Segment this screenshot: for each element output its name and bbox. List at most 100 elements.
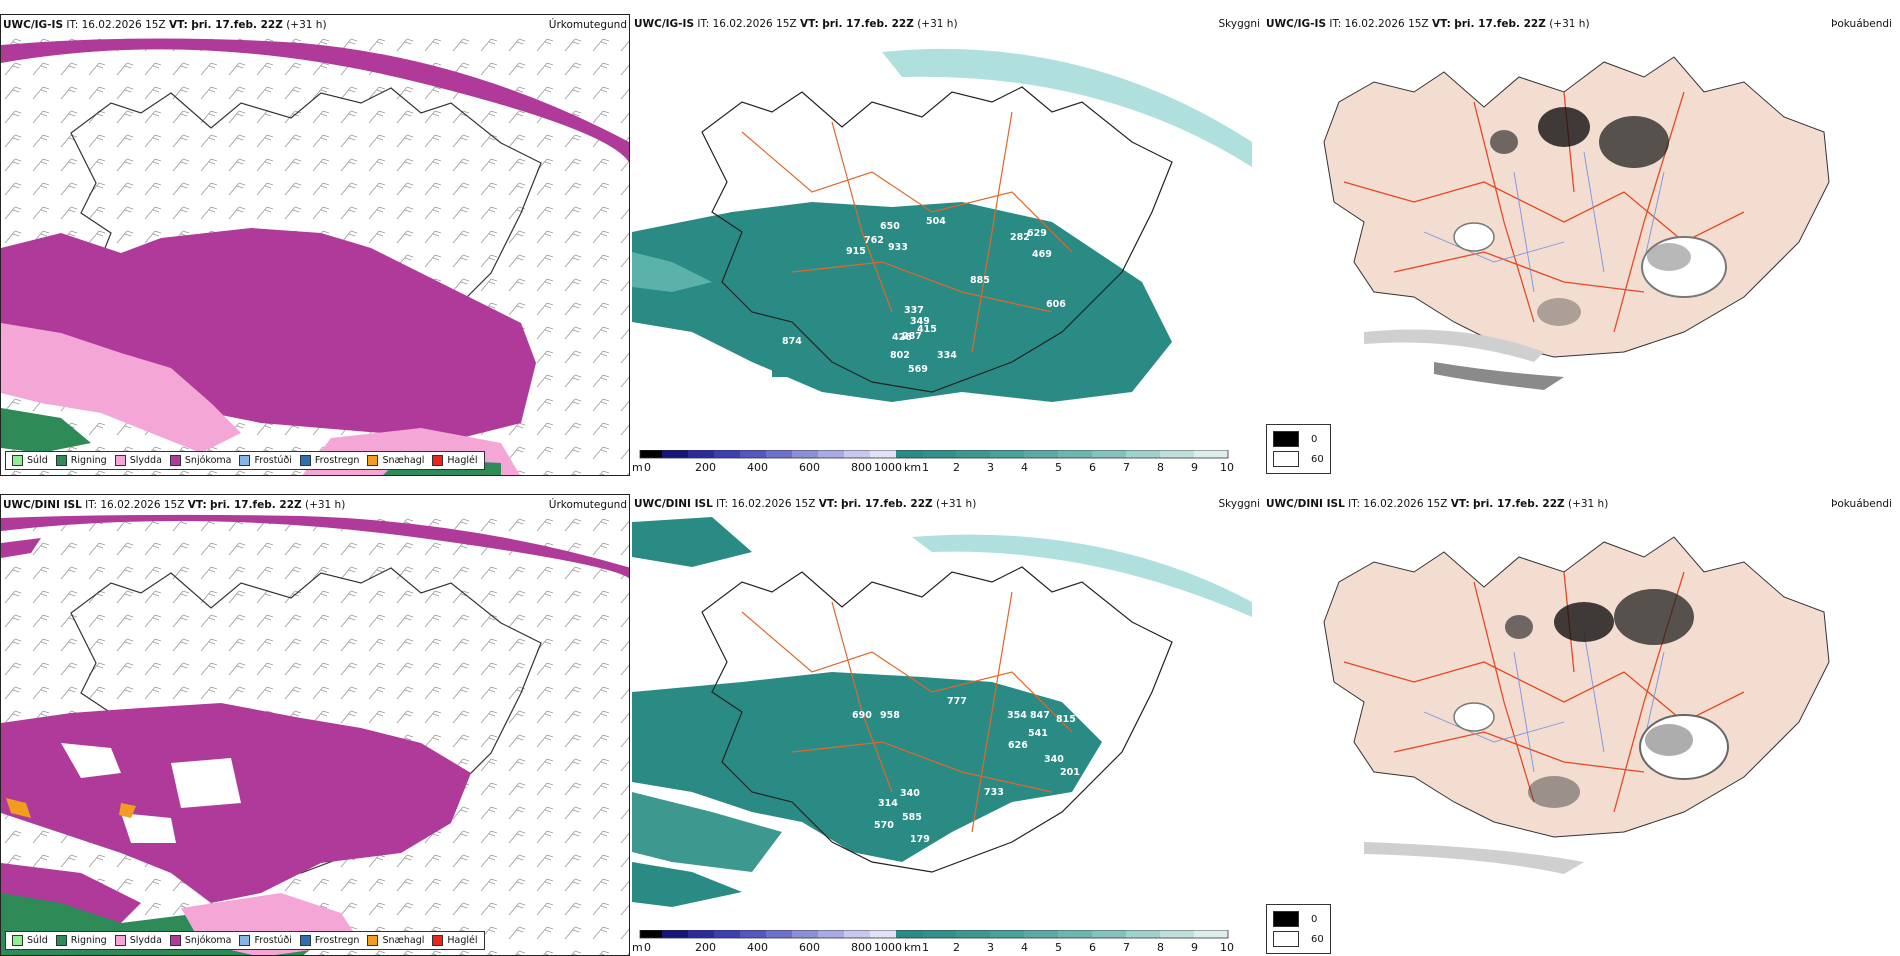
legend-swatch bbox=[432, 455, 444, 466]
cloud-label: 541 bbox=[1028, 728, 1048, 739]
cloud-label: 429 bbox=[1092, 604, 1112, 615]
cloud-label: 815 bbox=[1056, 714, 1076, 725]
colorbar-tick: 5 bbox=[1055, 461, 1062, 474]
cloud-label: 179 bbox=[910, 834, 930, 845]
cloud-label: 340 bbox=[900, 788, 920, 799]
panel-title: UWC/DINI ISL IT: 16.02.2026 15Z VT: þri.… bbox=[634, 498, 977, 510]
fog-legend: 0 60 bbox=[1266, 904, 1331, 954]
panel-parameter-label: Þokuábendi bbox=[1831, 498, 1892, 510]
legend-item: Slydda bbox=[114, 455, 162, 466]
cloud-label: 349 bbox=[910, 316, 930, 327]
colorbar-tick: 8 bbox=[1157, 461, 1164, 474]
legend-swatch bbox=[432, 935, 444, 946]
legend-item: Snæhagl bbox=[367, 455, 424, 466]
panel-parameter-label: Úrkomutegund bbox=[548, 499, 627, 511]
cloud-label: 650 bbox=[880, 221, 900, 232]
colorbar-tick: 2 bbox=[953, 941, 960, 954]
colorbar-tick: 1000 bbox=[874, 941, 902, 954]
legend-item: Rigning bbox=[55, 455, 107, 466]
cloud-label: 777 bbox=[947, 696, 967, 707]
fog-map bbox=[1323, 56, 1830, 390]
legend-swatch bbox=[299, 455, 311, 466]
legend-swatch bbox=[55, 455, 67, 466]
fog-map bbox=[1323, 536, 1830, 874]
legend-item: Snjókoma bbox=[169, 455, 231, 466]
legend-swatch bbox=[114, 935, 126, 946]
legend-swatch bbox=[367, 455, 379, 466]
colorbar-tick: 9 bbox=[1191, 461, 1198, 474]
cloud-label: 606 bbox=[1046, 299, 1066, 310]
panel-title: UWC/IG-IS IT: 16.02.2026 15Z VT: þri. 17… bbox=[1266, 18, 1590, 30]
legend-swatch bbox=[12, 935, 23, 946]
cloud-label: 337 bbox=[904, 305, 924, 316]
cloud-label: 874 bbox=[782, 336, 802, 347]
colorbar-unit: km bbox=[904, 941, 921, 954]
precip-type-map bbox=[1, 33, 629, 475]
cloud-colorbar: m 0 200 400 600 800 1000 km 1 2 3 4 5 6 … bbox=[632, 930, 1234, 954]
cloud-panel-1: UWC/IG-IS IT: 16.02.2026 15Z VT: þri. 17… bbox=[632, 14, 1262, 476]
legend-swatch bbox=[169, 455, 181, 466]
cloud-label: 569 bbox=[908, 364, 928, 375]
colorbar-tick: 4 bbox=[1021, 461, 1028, 474]
colorbar-tick: 1000 bbox=[874, 461, 902, 474]
cloud-label: 469 bbox=[1032, 249, 1052, 260]
cloud-label: 690 bbox=[852, 710, 872, 721]
cloud-label: 287 bbox=[902, 331, 922, 342]
cloud-label: 201 bbox=[1060, 767, 1080, 778]
panel-parameter-label: Þokuábendi bbox=[1831, 18, 1892, 30]
panel-parameter-label: Skyggni bbox=[1218, 18, 1261, 30]
colorbar-tick: 7 bbox=[1123, 461, 1130, 474]
iceland-outline bbox=[701, 566, 1173, 873]
cloud-label: 933 bbox=[888, 242, 908, 253]
panel-title: UWC/DINI ISL IT: 16.02.2026 15Z VT: þri.… bbox=[3, 499, 346, 511]
colorbar-tick: 400 bbox=[747, 941, 768, 954]
colorbar-tick: 3 bbox=[987, 461, 994, 474]
panel-parameter-label: Úrkomutegund bbox=[548, 19, 627, 31]
cloud-label: 762 bbox=[864, 235, 884, 246]
legend-item: Frostregn bbox=[299, 935, 359, 946]
colorbar-unit: m bbox=[632, 461, 643, 474]
colorbar-tick: 7 bbox=[1123, 941, 1130, 954]
colorbar-tick: 4 bbox=[1021, 941, 1028, 954]
colorbar-tick: 1 bbox=[922, 461, 929, 474]
legend-swatch bbox=[1273, 911, 1299, 927]
cloud-label: 626 bbox=[1008, 740, 1028, 751]
colorbar-tick: 800 bbox=[851, 941, 872, 954]
panel-title: UWC/IG-IS IT: 16.02.2026 15Z VT: þri. 17… bbox=[634, 18, 958, 30]
colorbar-tick: 2 bbox=[953, 461, 960, 474]
cloud-label: 585 bbox=[902, 812, 922, 823]
legend-item: Snæhagl bbox=[367, 935, 424, 946]
legend-swatch bbox=[367, 935, 379, 946]
colorbar-tick: 0 bbox=[644, 941, 651, 954]
cloud-label: 802 bbox=[890, 350, 910, 361]
colorbar-tick: 200 bbox=[695, 461, 716, 474]
colorbar-tick: 600 bbox=[799, 941, 820, 954]
cloud-label: 958 bbox=[880, 710, 900, 721]
cloud-label: 415 bbox=[917, 324, 937, 335]
colorbar-unit: km bbox=[904, 461, 921, 474]
legend-swatch bbox=[1273, 931, 1299, 947]
colorbar-tick: 3 bbox=[987, 941, 994, 954]
fog-panel-1: UWC/IG-IS IT: 16.02.2026 15Z VT: þri. 17… bbox=[1264, 14, 1894, 476]
legend-item: Haglél bbox=[432, 935, 478, 946]
precip-type-map bbox=[1, 513, 629, 955]
precip-type-panel-1: UWC/IG-IS IT: 16.02.2026 15Z VT: þri. 17… bbox=[0, 14, 630, 476]
cloud-label: 847 bbox=[1030, 710, 1050, 721]
colorbar-tick: 200 bbox=[695, 941, 716, 954]
legend-swatch bbox=[239, 455, 251, 466]
colorbar-tick: 9 bbox=[1191, 941, 1198, 954]
legend-swatch bbox=[239, 935, 251, 946]
cloud-label: 504 bbox=[926, 216, 946, 227]
legend-swatch bbox=[1273, 431, 1299, 447]
legend-item: Rigning bbox=[55, 935, 107, 946]
cloud-label: 510 bbox=[1092, 617, 1112, 628]
precip-type-panel-2: UWC/DINI ISL IT: 16.02.2026 15Z VT: þri.… bbox=[0, 494, 630, 956]
colorbar-tick: 800 bbox=[851, 461, 872, 474]
colorbar-tick: 5 bbox=[1055, 941, 1062, 954]
precip-type-legend: Súld Rigning Slydda Snjókoma Frostúði Fr… bbox=[5, 451, 485, 470]
fog-panel-2: UWC/DINI ISL IT: 16.02.2026 15Z VT: þri.… bbox=[1264, 494, 1894, 956]
colorbar-unit: m bbox=[632, 941, 643, 954]
cloud-label: 314 bbox=[878, 798, 898, 809]
cloud-label: 570 bbox=[874, 820, 894, 831]
cloud-value-labels: 650 504 762 933 915 629 282 469 885 606 … bbox=[782, 216, 1066, 375]
